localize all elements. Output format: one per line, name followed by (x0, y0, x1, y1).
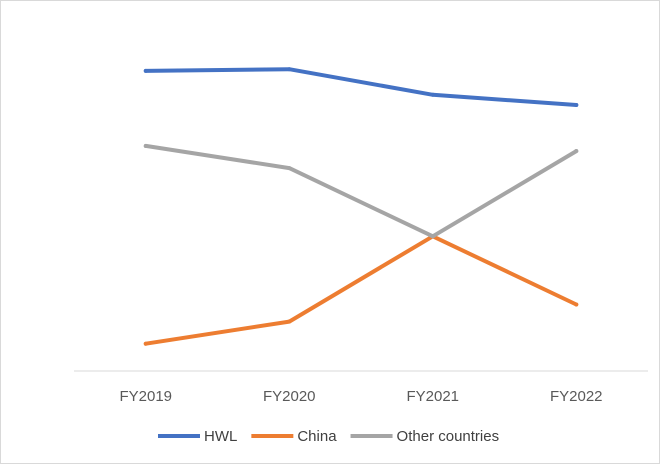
legend-label-hwl: HWL (204, 428, 237, 445)
legend-item-hwl: HWL (158, 428, 237, 445)
x-tick-label: FY2019 (119, 388, 172, 405)
data-point-other-countries-fy2022 (574, 149, 579, 154)
data-point-other-countries-fy2020 (287, 166, 292, 171)
data-point-china-fy2020 (287, 319, 292, 324)
series-line-china (143, 234, 579, 346)
data-point-china-fy2019 (143, 341, 148, 346)
data-point-other-countries-fy2019 (143, 143, 148, 148)
x-axis-ticks: FY2019 FY2020 FY2021 FY2022 (119, 388, 602, 405)
legend-item-other-countries: Other countries (350, 428, 500, 445)
data-point-other-countries-fy2021 (430, 234, 435, 239)
data-point-hwl-fy2019 (143, 68, 148, 73)
x-tick-label: FY2022 (550, 388, 603, 405)
series-line-hwl (143, 67, 579, 107)
legend-label-china: China (297, 428, 337, 445)
legend-item-china: China (251, 428, 337, 445)
x-tick-label: FY2021 (406, 388, 459, 405)
series-layer (143, 67, 579, 346)
legend-label-other-countries: Other countries (397, 428, 500, 445)
data-point-hwl-fy2020 (287, 67, 292, 72)
data-point-china-fy2022 (574, 302, 579, 307)
data-point-hwl-fy2022 (574, 103, 579, 108)
series-line-other-countries (143, 143, 579, 239)
x-tick-label: FY2020 (263, 388, 316, 405)
data-point-hwl-fy2021 (430, 92, 435, 97)
legend: HWL China Other countries (158, 428, 499, 445)
